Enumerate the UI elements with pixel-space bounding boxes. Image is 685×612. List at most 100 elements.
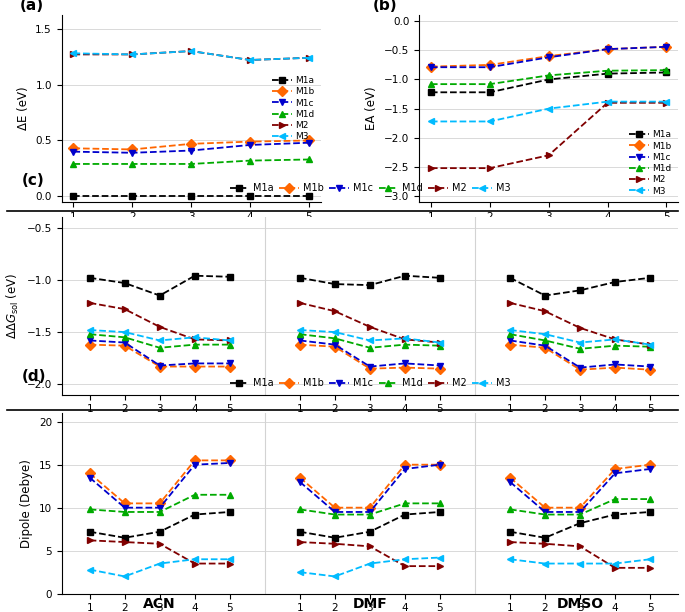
M1b: [155, 499, 164, 507]
M1c: [121, 339, 129, 346]
M1d: [603, 67, 612, 75]
M1c: [190, 360, 199, 367]
M1d: [305, 156, 313, 163]
M1a: [190, 511, 199, 518]
M3: [86, 326, 94, 334]
Line: M3: M3: [86, 327, 234, 344]
M1b: [246, 138, 254, 145]
M2: [190, 560, 199, 567]
M1d: [155, 509, 164, 516]
Line: M1c: M1c: [427, 43, 670, 71]
M1b: [662, 43, 671, 50]
Text: DMSO: DMSO: [556, 597, 603, 611]
M1a: [662, 69, 671, 76]
M1c: [427, 64, 435, 71]
M1c: [121, 504, 129, 512]
M1c: [305, 139, 313, 146]
M2: [190, 336, 199, 343]
M1b: [86, 341, 94, 348]
M3: [545, 105, 553, 113]
M2: [86, 299, 94, 307]
M1a: [155, 528, 164, 536]
M1c: [486, 64, 494, 71]
M3: [69, 50, 77, 57]
M3: [187, 47, 195, 54]
Line: M2: M2: [427, 99, 670, 171]
M2: [225, 560, 234, 567]
M2: [427, 165, 435, 172]
M1a: [121, 279, 129, 286]
M2: [121, 305, 129, 313]
M2: [225, 337, 234, 344]
M1a: [225, 509, 234, 516]
M1d: [121, 509, 129, 516]
M1a: [305, 193, 313, 200]
M3: [225, 556, 234, 563]
Legend: M1a, M1b, M1c, M1d, M2, M3: M1a, M1b, M1c, M1d, M2, M3: [229, 378, 510, 388]
Y-axis label: EA (eV): EA (eV): [366, 87, 379, 130]
Line: M2: M2: [86, 537, 234, 567]
M1a: [427, 89, 435, 96]
M2: [187, 47, 195, 54]
Line: M1b: M1b: [70, 137, 312, 153]
M1a: [128, 193, 136, 200]
Line: M1d: M1d: [427, 67, 670, 88]
M1b: [69, 144, 77, 152]
Text: DMSO: DMSO: [556, 483, 603, 498]
Line: M3: M3: [86, 556, 234, 580]
M3: [246, 56, 254, 64]
M1b: [121, 342, 129, 349]
M1d: [155, 344, 164, 351]
M2: [155, 323, 164, 330]
M1b: [86, 469, 94, 477]
Text: (d): (d): [22, 368, 46, 384]
Y-axis label: ΔE (eV): ΔE (eV): [16, 87, 29, 130]
M1c: [662, 43, 671, 50]
M1a: [190, 272, 199, 280]
M3: [486, 118, 494, 125]
M2: [662, 99, 671, 106]
M1c: [545, 54, 553, 61]
M1b: [305, 137, 313, 144]
M1b: [155, 363, 164, 370]
Y-axis label: $\Delta\Delta G_{\rm sol}$ (eV): $\Delta\Delta G_{\rm sol}$ (eV): [5, 273, 21, 339]
Line: M2: M2: [86, 299, 234, 344]
M1a: [545, 76, 553, 83]
Legend: M1a, M1b, M1c, M1d, M2, M3: M1a, M1b, M1c, M1d, M2, M3: [270, 74, 316, 143]
M1a: [121, 534, 129, 542]
Line: M2: M2: [70, 48, 312, 64]
M1c: [69, 148, 77, 155]
Text: (a): (a): [20, 0, 45, 13]
Line: M1a: M1a: [427, 69, 670, 95]
M1d: [225, 341, 234, 348]
M1d: [190, 341, 199, 348]
M3: [128, 51, 136, 58]
Line: M1c: M1c: [86, 337, 234, 369]
M1b: [225, 457, 234, 464]
M1d: [121, 334, 129, 341]
M1d: [128, 160, 136, 168]
Legend: M1a, M1b, M1c, M1d, M2, M3: M1a, M1b, M1c, M1d, M2, M3: [229, 183, 510, 193]
M1d: [545, 72, 553, 79]
M1c: [128, 149, 136, 157]
M3: [190, 556, 199, 563]
M1b: [128, 146, 136, 153]
M3: [603, 98, 612, 105]
M1c: [190, 461, 199, 468]
M3: [662, 98, 671, 105]
M2: [545, 152, 553, 159]
Line: M3: M3: [427, 98, 670, 125]
Line: M1a: M1a: [70, 193, 312, 200]
M1b: [225, 363, 234, 370]
Line: M1d: M1d: [86, 330, 234, 351]
M1c: [246, 141, 254, 149]
M1b: [187, 140, 195, 147]
M3: [305, 54, 313, 61]
M1d: [486, 80, 494, 88]
Text: (b): (b): [373, 0, 397, 13]
M1a: [187, 193, 195, 200]
Line: M1c: M1c: [86, 460, 234, 511]
M1a: [486, 89, 494, 96]
M1b: [427, 63, 435, 70]
M3: [86, 566, 94, 573]
